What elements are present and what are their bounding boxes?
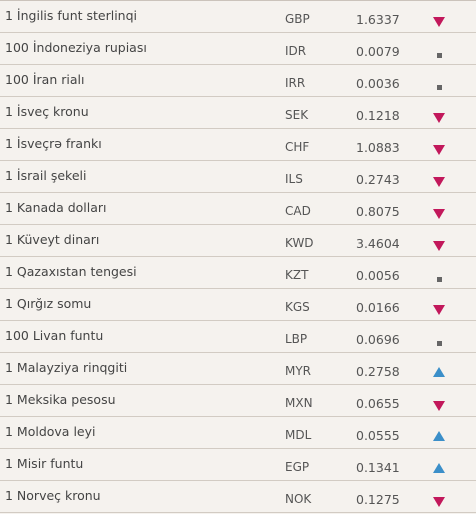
down-arrow-icon (432, 110, 446, 123)
trend-mark (437, 341, 442, 346)
currency-name: 1 Norveç kronu (5, 488, 101, 503)
exchange-rate: 0.0079 (356, 44, 400, 59)
trend-mark (433, 113, 445, 123)
down-arrow-icon (432, 142, 446, 155)
exchange-rate: 0.1218 (356, 108, 400, 123)
exchange-rate: 0.0036 (356, 76, 400, 91)
trend-mark (433, 463, 445, 473)
currency-name: 1 Qırğız somu (5, 296, 92, 311)
currency-code: KGS (285, 300, 310, 314)
unchanged-square-icon (432, 46, 446, 58)
currency-code: MXN (285, 396, 313, 410)
currency-name: 100 İran rialı (5, 72, 85, 87)
currency-row-myr: 1 Malayziya rinqgiti MYR 0.2758 (0, 353, 476, 385)
down-arrow-icon (432, 14, 446, 27)
unchanged-square-icon (432, 78, 446, 90)
currency-name: 1 İngilis funt sterlinqi (5, 8, 138, 23)
down-arrow-icon (432, 238, 446, 251)
exchange-rate: 0.0056 (356, 268, 400, 283)
trend-mark (433, 17, 445, 27)
currency-row-ils: 1 İsrail şekeli ILS 0.2743 (0, 161, 476, 193)
exchange-rate: 0.2743 (356, 172, 400, 187)
trend-mark (433, 367, 445, 377)
exchange-rate: 0.1275 (356, 492, 400, 507)
currency-code: CHF (285, 140, 310, 154)
exchange-rate: 1.0883 (356, 140, 400, 155)
currency-code: GBP (285, 12, 310, 26)
exchange-rate: 3.4604 (356, 236, 400, 251)
trend-mark (437, 85, 442, 90)
trend-mark (433, 209, 445, 219)
trend-mark (437, 277, 442, 282)
currency-row-kzt: 1 Qazaxıstan tengesi KZT 0.0056 (0, 257, 476, 289)
currency-name: 1 Moldova leyi (5, 424, 96, 439)
currency-name: 1 Kanada dolları (5, 200, 107, 215)
up-arrow-icon (432, 366, 446, 378)
unchanged-square-icon (432, 334, 446, 346)
down-arrow-icon (432, 206, 446, 219)
trend-mark (433, 497, 445, 507)
currency-row-gbp: 1 İngilis funt sterlinqi GBP 1.6337 (0, 1, 476, 33)
trend-mark (433, 305, 445, 315)
exchange-rate: 0.8075 (356, 204, 400, 219)
down-arrow-icon (432, 398, 446, 411)
currency-code: ILS (285, 172, 303, 186)
currency-code: KWD (285, 236, 314, 250)
trend-mark (433, 241, 445, 251)
trend-mark (433, 145, 445, 155)
currency-row-chf: 1 İsveçrə frankı CHF 1.0883 (0, 129, 476, 161)
currency-name: 100 Livan funtu (5, 328, 104, 343)
currency-name: 1 Meksika pesosu (5, 392, 116, 407)
currency-name: 1 Misir funtu (5, 456, 84, 471)
currency-code: MYR (285, 364, 312, 378)
currency-row-irr: 100 İran rialı IRR 0.0036 (0, 65, 476, 97)
currency-name: 1 Malayziya rinqgiti (5, 360, 128, 375)
down-arrow-icon (432, 302, 446, 315)
currency-row-nok: 1 Norveç kronu NOK 0.1275 (0, 481, 476, 513)
currency-row-kgs: 1 Qırğız somu KGS 0.0166 (0, 289, 476, 321)
currency-code: NOK (285, 492, 312, 506)
currency-code: EGP (285, 460, 310, 474)
exchange-rate: 1.6337 (356, 12, 400, 27)
exchange-rate: 0.0555 (356, 428, 400, 443)
currency-row-kwd: 1 Küveyt dinarı KWD 3.4604 (0, 225, 476, 257)
currency-name: 1 İsveç kronu (5, 104, 89, 119)
currency-code: IRR (285, 76, 306, 90)
trend-mark (433, 177, 445, 187)
currency-name: 1 İsrail şekeli (5, 168, 87, 183)
up-arrow-icon (432, 430, 446, 442)
down-arrow-icon (432, 494, 446, 507)
trend-mark (433, 401, 445, 411)
currency-code: SEK (285, 108, 309, 122)
currency-name: 1 Qazaxıstan tengesi (5, 264, 137, 279)
exchange-rate: 0.0166 (356, 300, 400, 315)
exchange-rate: 0.1341 (356, 460, 400, 475)
unchanged-square-icon (432, 270, 446, 282)
exchange-rate: 0.0696 (356, 332, 400, 347)
currency-code: MDL (285, 428, 312, 442)
currency-row-mxn: 1 Meksika pesosu MXN 0.0655 (0, 385, 476, 417)
currency-row-lbp: 100 Livan funtu LBP 0.0696 (0, 321, 476, 353)
trend-mark (437, 53, 442, 58)
trend-mark (433, 431, 445, 441)
down-arrow-icon (432, 174, 446, 187)
exchange-rate: 0.2758 (356, 364, 400, 379)
currency-name: 1 İsveçrə frankı (5, 136, 102, 151)
currency-code: IDR (285, 44, 307, 58)
currency-row-idr: 100 İndoneziya rupiası IDR 0.0079 (0, 33, 476, 65)
currency-name: 100 İndoneziya rupiası (5, 40, 147, 55)
currency-row-cad: 1 Kanada dolları CAD 0.8075 (0, 193, 476, 225)
currency-code: KZT (285, 268, 309, 282)
currency-row-egp: 1 Misir funtu EGP 0.1341 (0, 449, 476, 481)
currency-row-mdl: 1 Moldova leyi MDL 0.0555 (0, 417, 476, 449)
currency-code: LBP (285, 332, 308, 346)
currency-code: CAD (285, 204, 311, 218)
currency-name: 1 Küveyt dinarı (5, 232, 100, 247)
up-arrow-icon (432, 462, 446, 474)
exchange-rate: 0.0655 (356, 396, 400, 411)
currency-row-sek: 1 İsveç kronu SEK 0.1218 (0, 97, 476, 129)
